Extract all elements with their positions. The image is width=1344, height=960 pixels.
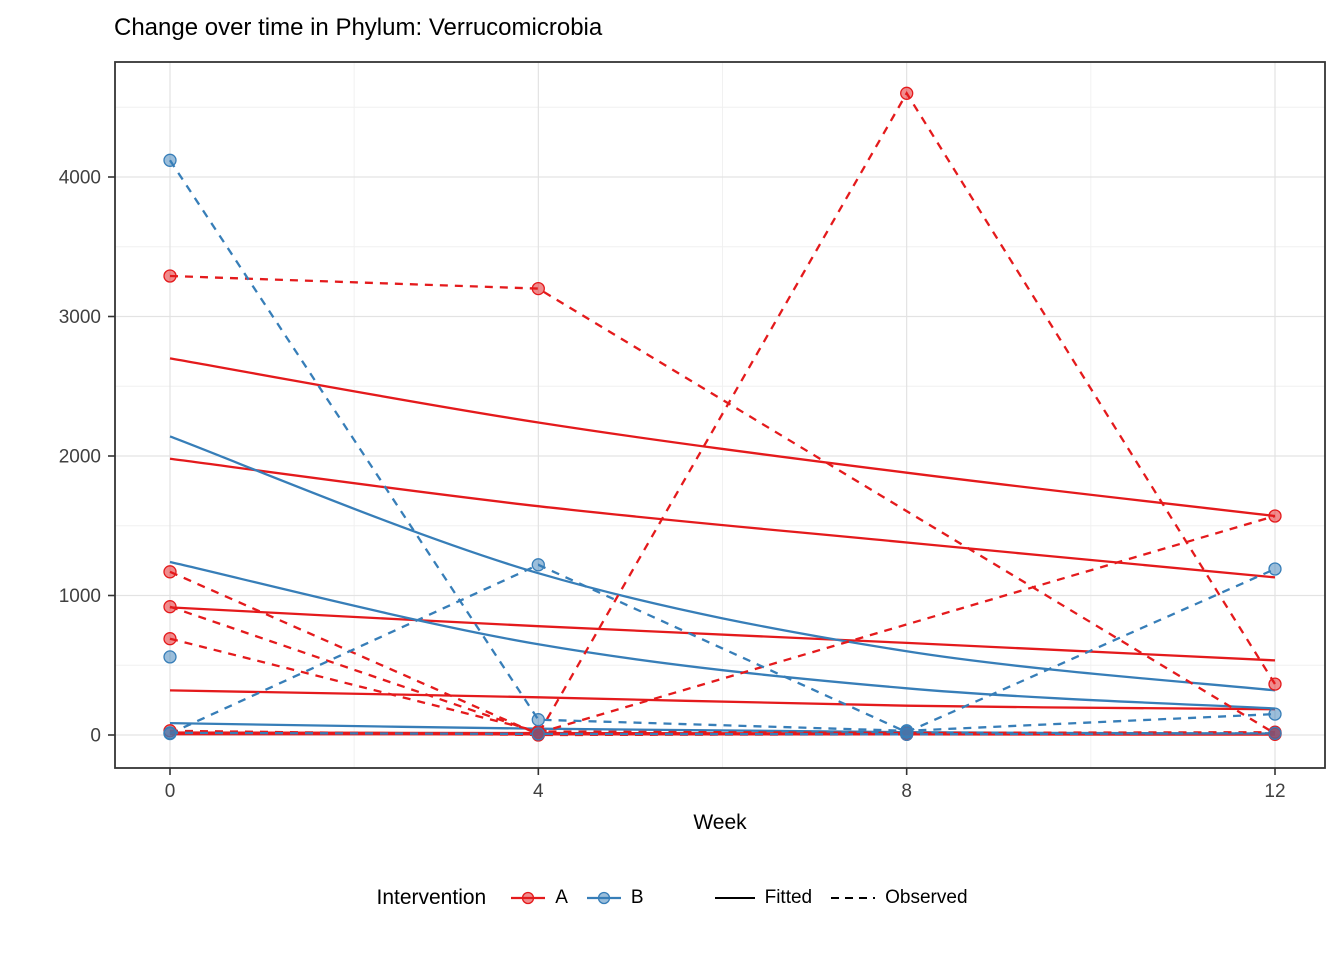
legend-item-fitted-label: Fitted bbox=[764, 887, 813, 908]
data-point bbox=[531, 713, 545, 727]
observed-line-a-12 bbox=[169, 637, 1276, 735]
y-tick-label: 4000 bbox=[59, 168, 101, 189]
observed-line-a-10 bbox=[169, 91, 1276, 736]
panel-border bbox=[114, 61, 1326, 769]
fitted-line-b-6 bbox=[169, 435, 1276, 692]
data-point bbox=[531, 281, 545, 296]
observed-line-b-14 bbox=[169, 159, 1276, 732]
data-point bbox=[900, 86, 914, 100]
data-point bbox=[531, 727, 545, 741]
data-point bbox=[1268, 677, 1282, 691]
observed-line-a-11 bbox=[169, 514, 1276, 735]
data-point bbox=[163, 600, 177, 614]
legend-item-intervention-a: A bbox=[510, 887, 568, 909]
data-point bbox=[1268, 562, 1282, 576]
data-point bbox=[163, 269, 177, 283]
y-tick-label: 0 bbox=[90, 726, 101, 747]
x-tick-label: 4 bbox=[533, 781, 544, 802]
fitted-line-b-7 bbox=[169, 560, 1276, 710]
observed-linetype-key-icon bbox=[831, 897, 876, 899]
y-tick-label: 1000 bbox=[59, 586, 101, 607]
intervention-b-key-icon bbox=[586, 891, 621, 905]
observed-line-b-16 bbox=[169, 731, 1276, 736]
fitted-line-b-8 bbox=[169, 721, 1276, 735]
fitted-line-a-3 bbox=[169, 689, 1276, 711]
fitted-line-a-0 bbox=[169, 357, 1276, 518]
fitted-linetype-key-icon bbox=[714, 897, 755, 899]
data-point bbox=[163, 565, 177, 579]
data-point bbox=[163, 650, 177, 664]
data-point bbox=[163, 726, 177, 740]
y-tick-label: 2000 bbox=[59, 447, 101, 468]
legend-item-observed-label: Observed bbox=[885, 887, 968, 908]
legend-item-b-label: B bbox=[630, 887, 644, 908]
axis-ticks bbox=[108, 176, 1276, 775]
legend-item-intervention-b: B bbox=[586, 887, 644, 909]
data-point bbox=[163, 153, 177, 167]
x-tick-label: 8 bbox=[901, 781, 912, 802]
y-tick-label: 3000 bbox=[59, 307, 101, 328]
legend-item-fitted: Fitted bbox=[714, 887, 813, 909]
observed-line-a-9 bbox=[169, 274, 1276, 735]
legend-title: Intervention bbox=[376, 886, 487, 909]
legend-spacer bbox=[662, 898, 696, 899]
data-point bbox=[531, 558, 545, 572]
data-point bbox=[1268, 726, 1282, 740]
x-tick-label: 0 bbox=[165, 781, 176, 802]
fitted-line-a-2 bbox=[169, 606, 1276, 662]
observed-line-b-15 bbox=[169, 563, 1276, 735]
legend: Intervention A B Fitted Observed bbox=[0, 886, 1344, 910]
x-tick-label: 12 bbox=[1264, 781, 1285, 802]
data-points bbox=[163, 86, 1282, 742]
legend-item-observed: Observed bbox=[830, 887, 968, 909]
chart-title: Change over time in Phylum: Verrucomicro… bbox=[114, 14, 603, 41]
data-point bbox=[163, 632, 177, 646]
axis-tick-labels: 0 4 8 12 0 1000 2000 3000 4000 bbox=[59, 168, 1286, 803]
plot-panel bbox=[115, 62, 1325, 768]
fitted-line-a-1 bbox=[169, 457, 1276, 579]
observed-lines bbox=[169, 91, 1276, 737]
data-point bbox=[900, 727, 914, 741]
data-point bbox=[1268, 509, 1282, 523]
data-point bbox=[1268, 707, 1282, 721]
x-axis-title: Week bbox=[693, 811, 747, 834]
fitted-lines bbox=[169, 357, 1276, 736]
intervention-a-key-icon bbox=[511, 891, 546, 905]
legend-item-a-label: A bbox=[555, 887, 568, 908]
